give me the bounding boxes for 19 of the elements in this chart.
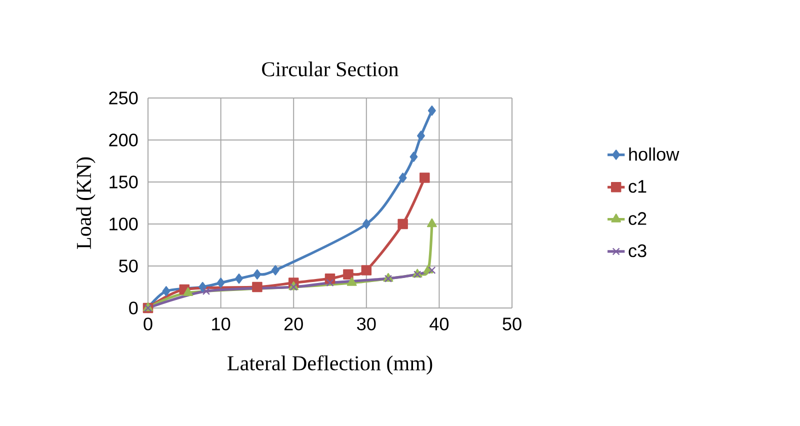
legend-label: hollow [629, 147, 680, 161]
chart-title: Circular Section [262, 62, 398, 76]
legend-label: c2 [628, 212, 646, 225]
legend-label: c3 [628, 244, 646, 258]
x-tick-label: 10 [212, 318, 230, 330]
y-tick-label: 250 [109, 92, 138, 104]
y-tick-label: 200 [109, 134, 138, 146]
x-tick-label: 0 [144, 318, 152, 330]
x-tick-label: 20 [284, 318, 303, 330]
x-tick-label: 30 [357, 318, 376, 330]
x-axis-title: Lateral Deflection (mm) [228, 355, 432, 375]
y-axis-title: Load (KN) [76, 157, 96, 249]
y-tick-label: 50 [119, 260, 138, 272]
x-tick-label: 40 [430, 318, 449, 330]
legend-label: c1 [628, 180, 646, 193]
y-tick-label: 100 [110, 218, 138, 230]
x-tick-label: 50 [502, 318, 522, 330]
y-tick-label: 150 [110, 176, 138, 188]
y-tick-label: 0 [129, 302, 138, 314]
